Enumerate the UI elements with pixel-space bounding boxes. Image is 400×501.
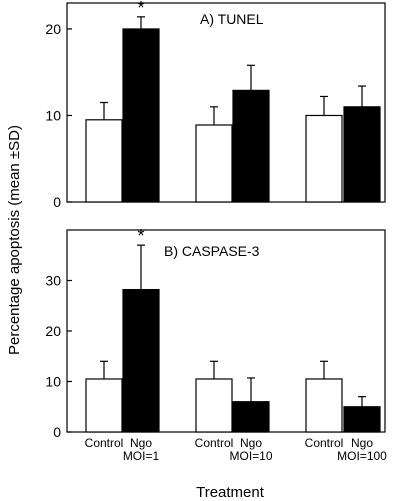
x-tick-label-series: Control (305, 436, 344, 450)
x-tick-label-category: MOI=100 (337, 449, 387, 463)
bar-ngo (122, 288, 160, 433)
bar-control (85, 119, 123, 203)
significance-marker: * (137, 226, 144, 246)
chart-title: A) TUNEL (200, 11, 264, 27)
bar-control (195, 124, 233, 203)
bar-ngo (343, 106, 381, 203)
y-tick-label: 10 (45, 374, 61, 390)
y-tick-label: 0 (53, 424, 61, 440)
chart-title: B) CASPASE-3 (164, 243, 260, 259)
bar-control (195, 378, 233, 433)
chart-panel-1: 0 10 20 A) TUNEL * (45, 0, 386, 210)
bar-ngo (122, 28, 160, 203)
x-tick-label-series: Ngo (130, 436, 152, 450)
bar-ngo (232, 401, 270, 433)
bar-control (305, 378, 343, 433)
chart-panels: 0 10 20 A) TUNEL * 0 10 20 30 B) CASPASE-3 * Contro… (45, 0, 387, 463)
y-axis-label: Percentage apoptosis (mean ±SD) (6, 125, 23, 355)
bar-ngo (232, 89, 270, 203)
y-tick-label: 0 (53, 194, 61, 210)
bar-ngo (343, 406, 381, 433)
x-tick-label-category: MOI=1 (123, 449, 160, 463)
x-tick-label-series: Control (85, 436, 124, 450)
x-tick-label-series: Ngo (240, 436, 262, 450)
x-tick-label-series: Control (195, 436, 234, 450)
y-tick-label: 30 (45, 273, 61, 289)
significance-marker: * (137, 0, 144, 18)
bar-control (305, 114, 343, 203)
y-tick-label: 20 (45, 323, 61, 339)
x-tick-label-series: Ngo (351, 436, 373, 450)
y-tick-label: 10 (45, 107, 61, 123)
y-tick-label: 20 (45, 21, 61, 37)
x-axis-label: Treatment (196, 484, 265, 501)
bar-control (85, 378, 123, 433)
x-tick-label-category: MOI=10 (229, 449, 272, 463)
